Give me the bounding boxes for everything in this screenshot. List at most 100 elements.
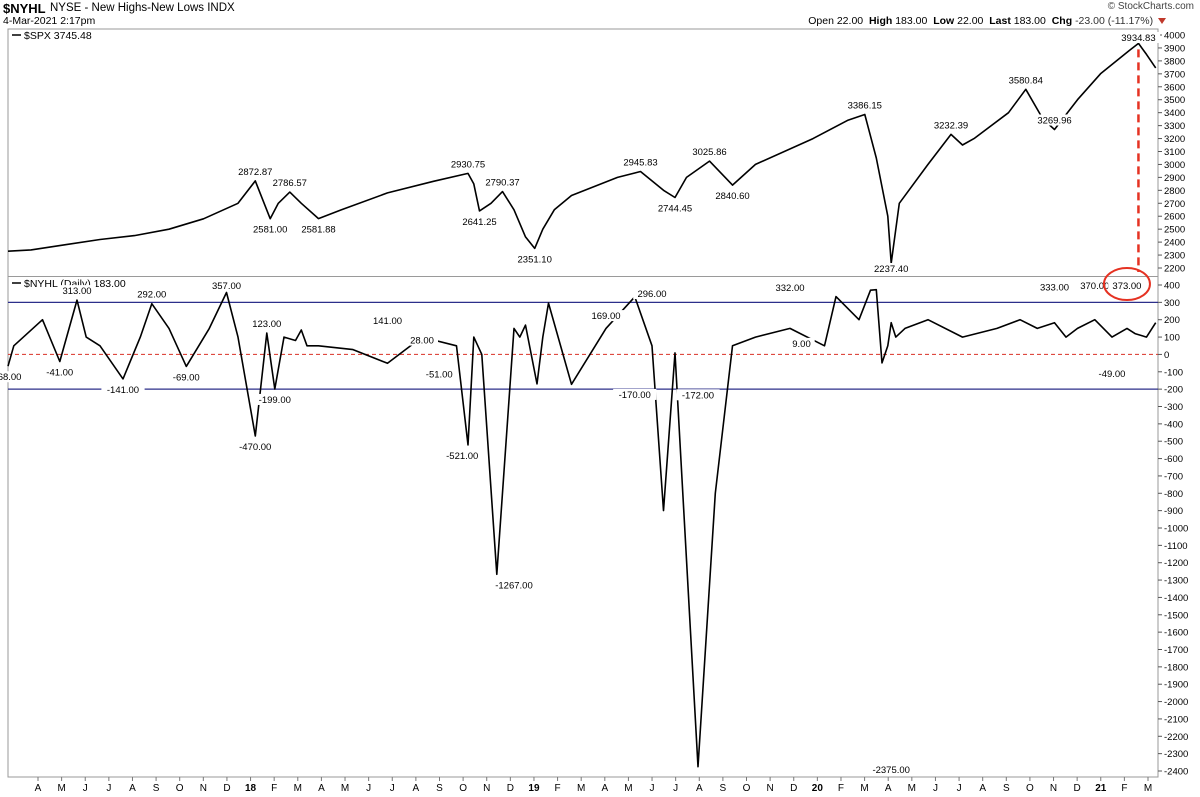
- data-label-bg: [247, 318, 286, 330]
- nyhl-panel: 400 300 200 100 0 -100 -200 -300 -400 -500 -600 -70…: [0, 278, 1188, 778]
- data-label-bg: [406, 334, 438, 346]
- x-tick-label: N: [483, 783, 490, 794]
- y-tick-label: -300: [1164, 402, 1183, 413]
- series-line: [7, 42, 1157, 264]
- data-label: 3232.39: [934, 120, 968, 131]
- data-label-bg: [233, 165, 277, 177]
- plot-border: [7, 28, 1159, 778]
- y-tick-label: -1600: [1164, 628, 1188, 639]
- y-tick-label: 3000: [1164, 160, 1185, 171]
- symbol-description: NYSE - New Highs-New Lows INDX: [50, 2, 235, 14]
- data-label: 313.00: [62, 286, 91, 297]
- high-label: High: [868, 15, 893, 27]
- y-tick-label: 3300: [1164, 121, 1185, 132]
- highlight-circle: [1102, 267, 1151, 301]
- x-tick-label: A: [129, 783, 136, 794]
- y-tick-label: -700: [1164, 471, 1183, 482]
- data-label: -470.00: [239, 442, 271, 453]
- y-tick-label: 200: [1164, 315, 1180, 326]
- data-label-bg: [420, 368, 459, 380]
- data-label: 169.00: [591, 311, 620, 322]
- y-tick-label: -1300: [1164, 576, 1188, 587]
- x-tick-label: M: [341, 783, 349, 794]
- data-label: -172.00: [682, 390, 714, 401]
- data-label: 333.00: [1040, 283, 1069, 294]
- data-label-bg: [268, 177, 312, 189]
- x-tick-label: O: [743, 783, 751, 794]
- y-tick-label: -2200: [1164, 732, 1188, 743]
- y-tick-label: -2300: [1164, 749, 1188, 760]
- x-tick-label: J: [957, 783, 962, 794]
- x-tick-label: J: [83, 783, 88, 794]
- x-tick-label: M: [1144, 783, 1152, 794]
- y-tick-label: 2800: [1164, 186, 1185, 197]
- x-tick-label: J: [933, 783, 938, 794]
- y-tick-label: 2300: [1164, 251, 1185, 262]
- chg-value: -23.00 (-11.17%): [1075, 15, 1154, 27]
- data-label-bg: [489, 579, 539, 591]
- data-label: -170.00: [619, 390, 651, 401]
- spx-panel: 2200 2300 2400 2500 2600 2700 2800 2900 3000 3100…: [7, 30, 1185, 275]
- x-tick-label: 19: [528, 783, 540, 794]
- x-tick-label: O: [176, 783, 184, 794]
- data-label-bg: [233, 441, 277, 453]
- x-tick-label: 21: [1095, 783, 1107, 794]
- y-tick-label: -600: [1164, 454, 1183, 465]
- data-label: 2840.60: [715, 191, 749, 202]
- x-tick-label: A: [35, 783, 42, 794]
- y-tick-label: 4000: [1164, 31, 1185, 42]
- x-tick-label: M: [860, 783, 868, 794]
- y-tick-label: 3700: [1164, 69, 1185, 80]
- timestamp: 4-Mar-2021 2:17pm: [3, 15, 96, 27]
- high-value: 183.00: [895, 15, 928, 27]
- data-label: 2945.83: [623, 157, 657, 168]
- x-tick-label: D: [1074, 783, 1081, 794]
- data-label: 2581.00: [253, 225, 287, 236]
- y-tick-label: -1100: [1164, 541, 1188, 552]
- data-label: 292.00: [137, 290, 166, 301]
- data-label: -141.00: [107, 385, 139, 396]
- y-tick-label: 3400: [1164, 108, 1185, 119]
- x-tick-label: D: [507, 783, 514, 794]
- x-tick-label: M: [624, 783, 632, 794]
- legend-label: $SPX 3745.48: [24, 30, 92, 42]
- data-label: 296.00: [637, 289, 666, 300]
- data-label-bg: [446, 158, 490, 170]
- x-tick-label: 18: [245, 783, 257, 794]
- data-label: 370.00: [1080, 281, 1109, 292]
- data-label: 3025.86: [692, 147, 726, 158]
- data-label: 332.00: [775, 283, 804, 294]
- data-label-bg: [457, 215, 502, 227]
- y-tick-label: -2000: [1164, 697, 1188, 708]
- data-label: 357.00: [212, 281, 241, 292]
- x-tick-label: D: [790, 783, 797, 794]
- last-value: 183.00: [1013, 15, 1046, 27]
- y-tick-label: 2400: [1164, 238, 1185, 249]
- data-label: 123.00: [252, 319, 281, 330]
- data-label-bg: [40, 366, 79, 378]
- data-label-bg: [1093, 367, 1131, 379]
- data-label-bg: [207, 280, 246, 291]
- y-tick-label: 400: [1164, 281, 1180, 292]
- y-tick-label: -1000: [1164, 524, 1188, 535]
- data-label: 373.00: [1112, 281, 1141, 292]
- data-label-bg: [58, 285, 96, 297]
- y-tick-label: 2500: [1164, 225, 1185, 236]
- data-label: -49.00: [1099, 369, 1126, 380]
- data-label: -68.00: [0, 372, 21, 383]
- y-tick-label: -1700: [1164, 645, 1188, 656]
- data-label: 3386.15: [848, 100, 882, 111]
- data-label: 2581.88: [301, 225, 335, 236]
- down-arrow-icon: [1158, 18, 1166, 25]
- x-tick-label: S: [153, 783, 160, 794]
- symbol: $NYHL: [3, 1, 46, 16]
- open-value: 22.00: [836, 15, 864, 27]
- data-label-bg: [513, 253, 557, 265]
- chart-frame: [7, 28, 1159, 778]
- x-tick-label: M: [294, 783, 302, 794]
- y-tick-label: 3100: [1164, 147, 1185, 158]
- brand-watermark: © StockCharts.com: [1107, 1, 1194, 12]
- x-tick-label: J: [366, 783, 371, 794]
- x-tick-label: A: [413, 783, 420, 794]
